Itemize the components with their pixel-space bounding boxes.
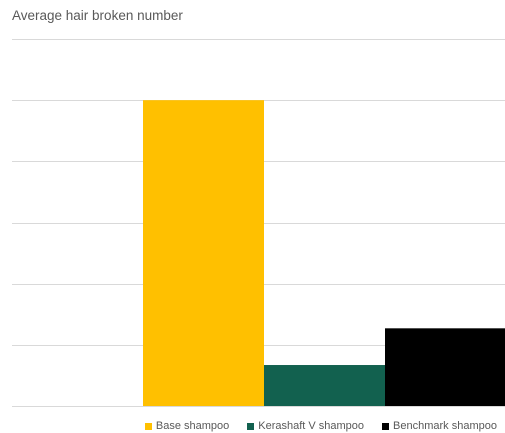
legend-label: Kerashaft V shampoo xyxy=(258,420,365,432)
legend-label: Base shampoo xyxy=(155,420,230,432)
legend-label: Benchmark shampoo xyxy=(393,420,497,432)
legend: Base shampoo Kerashaft V shampoo Benchmark… xyxy=(0,420,505,432)
bar-kerashaft-v-shampoo xyxy=(264,365,385,406)
chart-title: Average hair broken number xyxy=(12,8,183,23)
bar-benchmark-shampoo xyxy=(385,328,505,406)
legend-swatch-base-shampoo xyxy=(144,422,152,430)
legend-item-benchmark-shampoo: Benchmark shampoo xyxy=(382,420,497,432)
legend-item-kerashaft-v-shampoo: Kerashaft V shampoo xyxy=(247,420,364,432)
legend-swatch-kerashaft-v-shampoo xyxy=(247,422,255,430)
bar-base-shampoo xyxy=(143,100,264,407)
legend-swatch-benchmark-shampoo xyxy=(382,422,390,430)
legend-item-base-shampoo: Base shampoo xyxy=(144,420,230,432)
